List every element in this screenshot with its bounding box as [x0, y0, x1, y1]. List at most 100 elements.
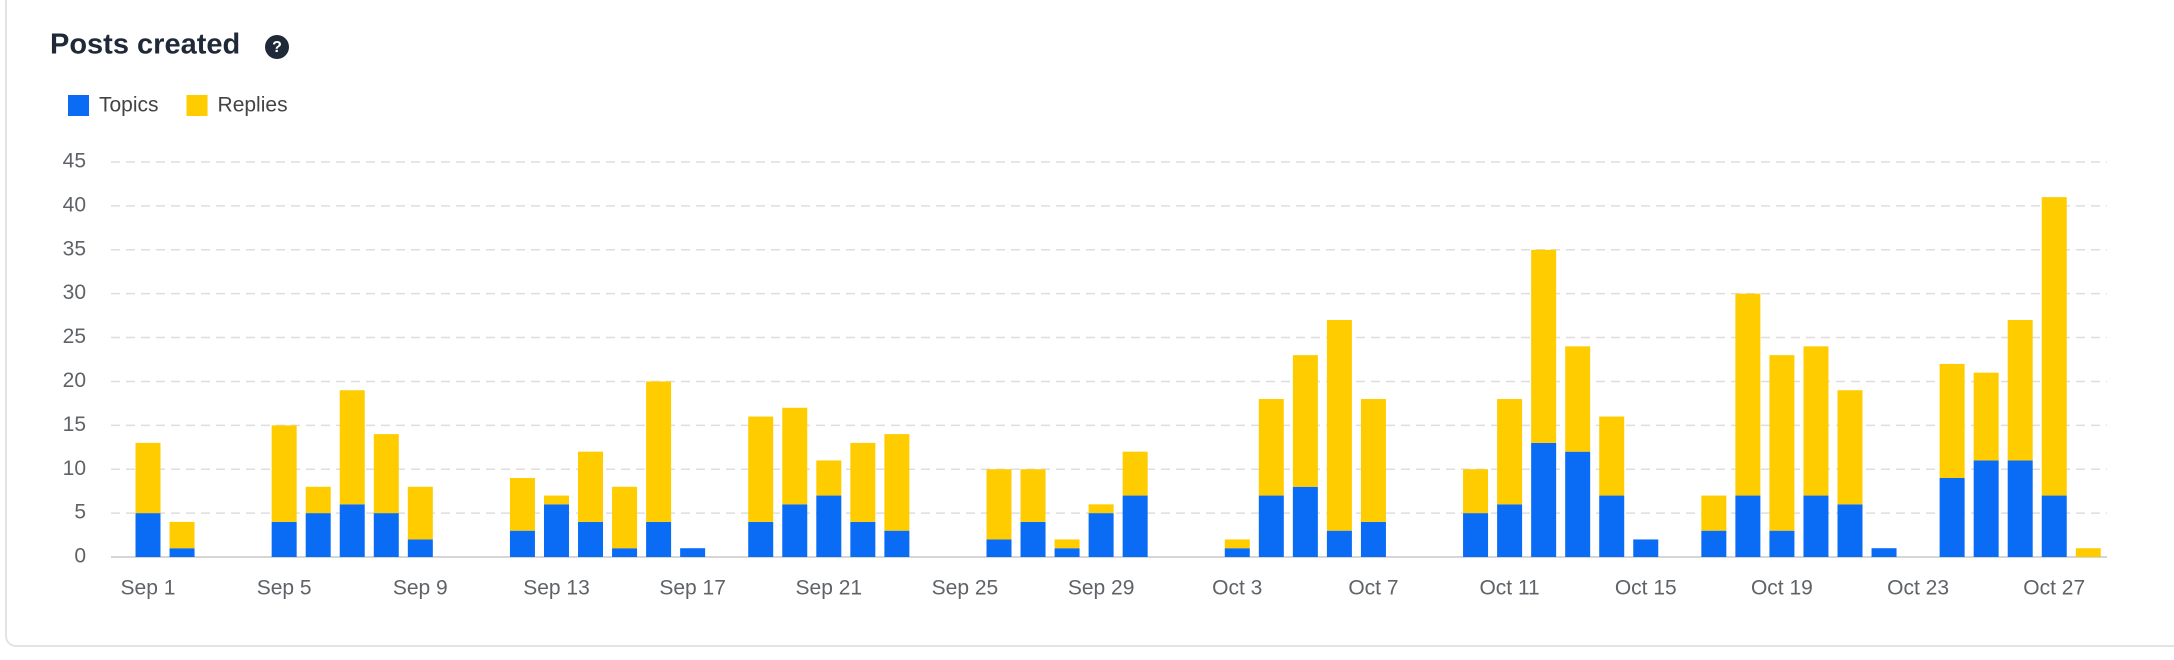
bar-segment [1292, 355, 1318, 487]
x-tick-label: Oct 11 [1479, 577, 1539, 600]
bar-segment [509, 478, 535, 531]
bar-segment [1769, 355, 1795, 531]
bar-segment [1326, 530, 1352, 557]
bar-segment [612, 486, 638, 549]
bar-segment [1054, 539, 1080, 549]
bar-segment [986, 539, 1012, 557]
bar-segment [1939, 363, 1965, 478]
bar-segment [782, 504, 808, 557]
bar-segment [1292, 486, 1318, 557]
bar-segment [2075, 548, 2101, 557]
x-tick-label: Sep 25 [932, 577, 999, 600]
bar-segment [1973, 460, 1999, 557]
bar-segment [543, 495, 569, 505]
bar-segment [271, 425, 297, 522]
bar-segment [2041, 495, 2067, 557]
bar-segment [169, 548, 195, 557]
bar-segment [1565, 346, 1591, 452]
bar-segment [1497, 504, 1523, 557]
legend-label: Replies [218, 94, 288, 117]
bar-segment [1224, 548, 1250, 557]
bar-segment [816, 495, 842, 557]
bar-segment [748, 521, 774, 557]
x-tick-label: Oct 23 [1887, 577, 1949, 600]
bar-segment [169, 521, 195, 549]
bar-segment [578, 451, 604, 522]
bar-segment [1973, 372, 1999, 461]
help-icon[interactable]: ? [265, 35, 289, 59]
x-tick-label: Oct 19 [1751, 577, 1813, 600]
legend-label: Topics [99, 94, 159, 117]
bar-segment [850, 442, 876, 522]
bar-segment [1497, 399, 1523, 505]
bar-segment [1054, 548, 1080, 557]
bar-segment [1599, 495, 1625, 557]
bar-segment [1463, 513, 1489, 557]
bar-segment [782, 407, 808, 505]
bar-segment [373, 434, 399, 514]
legend-swatch [186, 95, 208, 116]
bar-segment [1088, 513, 1114, 557]
bar-segment [1939, 478, 1965, 557]
bar-segment [884, 434, 910, 531]
bar-segment [1122, 495, 1148, 557]
bar-segment [2007, 460, 2033, 557]
bar-segment [407, 539, 433, 557]
bar-segment [1463, 469, 1489, 514]
x-tick-label: Sep 29 [1068, 577, 1135, 600]
bar-segment [1599, 416, 1625, 496]
y-tick-label: 5 [74, 501, 86, 524]
bar-segment [1803, 495, 1829, 557]
bar-segment [1258, 399, 1284, 496]
y-tick-label: 10 [63, 457, 86, 480]
bar-segment [1871, 548, 1897, 557]
x-tick-label: Sep 21 [796, 577, 863, 600]
x-tick-label: Sep 17 [659, 577, 726, 600]
bar-segment [1803, 346, 1829, 496]
bar-segment [1735, 495, 1761, 557]
bar-segment [1258, 495, 1284, 557]
y-tick-label: 0 [74, 545, 86, 568]
bar-segment [339, 390, 365, 505]
bar-segment [748, 416, 774, 522]
y-tick-label: 15 [63, 413, 86, 436]
bar-segment [1360, 521, 1386, 557]
x-tick-label: Sep 9 [393, 577, 448, 600]
bar-segment [850, 521, 876, 557]
x-tick-label: Sep 13 [523, 577, 590, 600]
bar-segment [1020, 521, 1046, 557]
bar-segment [1531, 249, 1557, 443]
x-tick-label: Oct 15 [1615, 577, 1677, 600]
legend-swatch [68, 95, 89, 116]
y-tick-label: 45 [63, 150, 86, 173]
bar-segment [543, 504, 569, 557]
y-tick-label: 30 [63, 281, 86, 304]
x-tick-label: Oct 27 [2023, 577, 2085, 600]
y-tick-label: 25 [63, 325, 86, 348]
x-tick-label: Sep 1 [121, 577, 176, 600]
bar-segment [1701, 530, 1727, 557]
bar-segment [271, 521, 297, 557]
bar-segment [2041, 197, 2067, 496]
bar-segment [1020, 469, 1046, 522]
y-tick-label: 20 [63, 369, 86, 392]
bar-segment [986, 469, 1012, 540]
bar-segment [680, 548, 706, 557]
x-tick-label: Oct 7 [1348, 577, 1398, 600]
bar-segment [1326, 320, 1352, 531]
bar-segment [509, 530, 535, 557]
bar-segment [1633, 539, 1659, 557]
bar-segment [884, 530, 910, 557]
bar-segment [1360, 399, 1386, 522]
svg-text:?: ? [272, 39, 282, 56]
x-tick-label: Sep 5 [257, 577, 312, 600]
bar-segment [305, 513, 331, 557]
bar-segment [612, 548, 638, 557]
bar-segment [407, 486, 433, 540]
bar-segment [339, 504, 365, 557]
bar-segment [1837, 390, 1863, 505]
bar-segment [646, 381, 672, 522]
bar-segment [646, 521, 672, 557]
bar-segment [1224, 539, 1250, 549]
